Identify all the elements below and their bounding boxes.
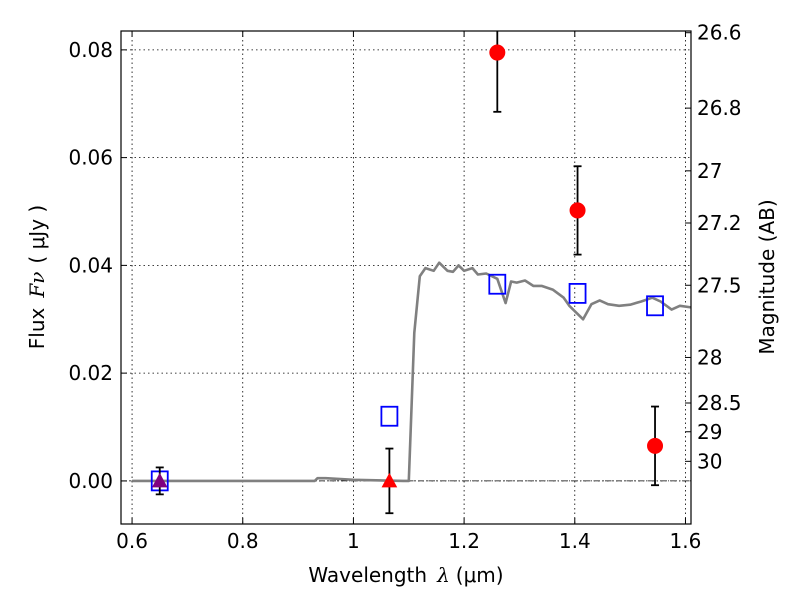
- y2-tick-label: 29: [697, 420, 722, 444]
- model-photometry-point: [568, 282, 587, 304]
- y-tick-label: 0.04: [68, 253, 113, 277]
- x-tick-label: 1.6: [670, 529, 702, 553]
- y2-tick-label: 26.8: [697, 96, 742, 120]
- y2-tick-label: 27.5: [697, 273, 742, 297]
- detection-marker: [569, 202, 586, 219]
- upper-limit-marker: [151, 472, 168, 488]
- y2-axis-title: Magnitude (AB): [755, 199, 779, 354]
- x-tick-label: 0.6: [116, 529, 148, 553]
- y2-tick-label: 28: [697, 345, 722, 369]
- x-tick-label: 1.2: [448, 529, 480, 553]
- upper-limit-marker: [381, 472, 398, 488]
- x-tick-label: 1.4: [559, 529, 591, 553]
- plot-data: [121, 31, 692, 515]
- x-tick-label: 1: [347, 529, 360, 553]
- x-axis-title: Wavelength λ (μm): [308, 563, 503, 587]
- detection-marker: [647, 437, 664, 454]
- model-photometry-point: [488, 273, 507, 295]
- detection-marker: [489, 44, 506, 61]
- ticks: 0.6 0.8 1 1.2 1.4 1.6 0.00 0.02 0.04 0.06 0.08 26.6…: [68, 21, 741, 553]
- y2-tick-label: 30: [697, 449, 722, 473]
- y-tick-label: 0.06: [68, 146, 113, 170]
- x-tick-label: 0.8: [227, 529, 259, 553]
- model-photometry-point: [380, 405, 399, 427]
- model-photometry-point: [646, 295, 664, 317]
- y2-tick-label: 27.2: [697, 211, 742, 235]
- plot-frame: [120, 30, 692, 525]
- y2-tick-label: 27: [697, 159, 722, 183]
- y2-tick-label: 26.6: [697, 21, 742, 45]
- y-tick-label: 0.02: [68, 361, 113, 385]
- y-axis-title: FluxFν( μJy ): [25, 205, 49, 349]
- grid: [121, 31, 691, 524]
- y2-tick-label: 28.5: [697, 391, 742, 415]
- y-tick-label: 0.00: [68, 469, 113, 493]
- sed-model-curve: [132, 261, 692, 483]
- y-tick-label: 0.08: [68, 38, 113, 62]
